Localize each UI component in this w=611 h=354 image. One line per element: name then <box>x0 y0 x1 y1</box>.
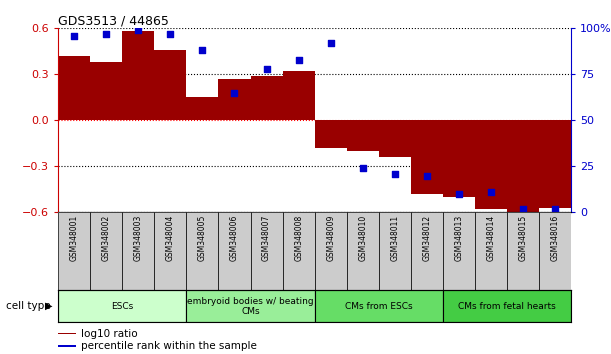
Point <box>133 27 143 33</box>
Point <box>69 33 79 39</box>
Point <box>294 57 304 62</box>
Text: GDS3513 / 44865: GDS3513 / 44865 <box>58 14 169 27</box>
Text: ESCs: ESCs <box>111 302 133 311</box>
Bar <box>58 56 90 120</box>
Bar <box>58 290 186 322</box>
Bar <box>443 212 475 290</box>
Bar <box>475 120 507 209</box>
Text: GSM348013: GSM348013 <box>455 215 464 261</box>
Text: GSM348015: GSM348015 <box>519 215 528 261</box>
Point <box>454 191 464 197</box>
Bar <box>443 120 475 197</box>
Text: GSM348008: GSM348008 <box>294 215 303 261</box>
Text: GSM348010: GSM348010 <box>358 215 367 261</box>
Bar <box>315 120 347 148</box>
Text: cell type: cell type <box>6 301 51 311</box>
Point <box>326 40 335 46</box>
Bar <box>347 120 379 151</box>
Text: log10 ratio: log10 ratio <box>81 329 137 339</box>
Text: GSM348001: GSM348001 <box>70 215 79 261</box>
Text: GSM348012: GSM348012 <box>422 215 431 261</box>
Bar <box>90 212 122 290</box>
Bar <box>540 212 571 290</box>
Bar <box>315 212 347 290</box>
Bar <box>219 79 251 120</box>
Point <box>230 90 240 96</box>
Text: GSM348005: GSM348005 <box>198 215 207 261</box>
Bar <box>186 290 315 322</box>
Text: GSM348002: GSM348002 <box>101 215 111 261</box>
Point <box>101 31 111 37</box>
Bar <box>507 212 540 290</box>
Bar <box>411 120 443 194</box>
Text: ▶: ▶ <box>45 301 52 311</box>
Point <box>262 66 271 72</box>
Text: GSM348016: GSM348016 <box>551 215 560 261</box>
Text: GSM348006: GSM348006 <box>230 215 239 261</box>
Point <box>518 206 528 212</box>
Bar <box>122 212 155 290</box>
Bar <box>58 212 90 290</box>
Bar <box>379 120 411 157</box>
Bar <box>283 71 315 120</box>
Text: embryoid bodies w/ beating
CMs: embryoid bodies w/ beating CMs <box>187 297 314 316</box>
Bar <box>540 120 571 208</box>
Point <box>422 173 432 178</box>
Point <box>486 189 496 195</box>
Bar <box>347 212 379 290</box>
Bar <box>251 76 283 120</box>
Text: GSM348011: GSM348011 <box>390 215 400 261</box>
Text: GSM348014: GSM348014 <box>486 215 496 261</box>
Point <box>358 165 368 171</box>
Bar <box>122 32 155 120</box>
Bar <box>186 97 219 120</box>
Bar <box>251 212 283 290</box>
Text: GSM348007: GSM348007 <box>262 215 271 261</box>
Point <box>197 47 207 53</box>
Bar <box>411 212 443 290</box>
Bar <box>90 62 122 120</box>
Point <box>166 31 175 37</box>
Bar <box>379 212 411 290</box>
Text: CMs from ESCs: CMs from ESCs <box>345 302 412 311</box>
Text: percentile rank within the sample: percentile rank within the sample <box>81 341 257 351</box>
Text: GSM348009: GSM348009 <box>326 215 335 261</box>
Bar <box>58 333 76 335</box>
Bar <box>58 345 76 347</box>
Text: CMs from fetal hearts: CMs from fetal hearts <box>458 302 556 311</box>
Point <box>390 171 400 177</box>
Bar <box>507 120 540 212</box>
Bar <box>155 212 186 290</box>
Bar <box>155 50 186 120</box>
Text: GSM348004: GSM348004 <box>166 215 175 261</box>
Bar <box>475 212 507 290</box>
Bar <box>443 290 571 322</box>
Text: GSM348003: GSM348003 <box>134 215 143 261</box>
Point <box>551 206 560 212</box>
Bar <box>283 212 315 290</box>
Bar <box>219 212 251 290</box>
Bar <box>315 290 443 322</box>
Bar <box>186 212 219 290</box>
